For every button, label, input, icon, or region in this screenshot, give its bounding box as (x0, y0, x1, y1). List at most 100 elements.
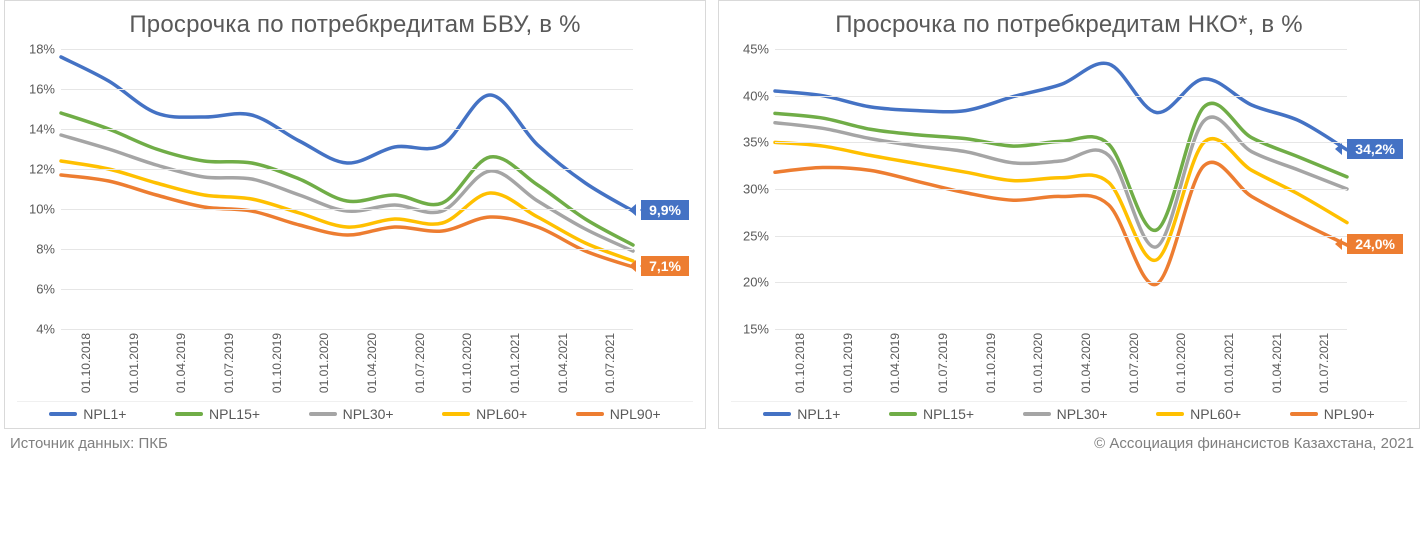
legend-label: NPL60+ (476, 406, 527, 422)
x-tick-label: 01.01.2021 (1222, 333, 1236, 393)
gridline (775, 142, 1347, 143)
callout-NPL1: 34,2% (1347, 139, 1403, 159)
x-tick-label: 01.04.2019 (888, 333, 902, 393)
callout-arrow (629, 204, 636, 216)
gridline (775, 49, 1347, 50)
panel-right: Просрочка по потребкредитам НКО*, в % 15… (718, 0, 1420, 429)
x-tick-label: 01.01.2020 (317, 333, 331, 393)
gridline (61, 129, 633, 130)
legend-label: NPL15+ (209, 406, 260, 422)
x-tick-label: 01.01.2021 (508, 333, 522, 393)
y-tick-label: 8% (36, 242, 55, 257)
gridline (61, 49, 633, 50)
legend-item-NPL90: NPL90+ (576, 406, 661, 422)
y-tick-label: 18% (29, 42, 55, 57)
gridline (61, 89, 633, 90)
x-axis-left: 01.10.201801.01.201901.04.201901.07.2019… (61, 329, 633, 399)
legend-label: NPL15+ (923, 406, 974, 422)
gridline (775, 236, 1347, 237)
y-axis-left: 4%6%8%10%12%14%16%18% (17, 49, 61, 329)
legend-item-NPL15: NPL15+ (175, 406, 260, 422)
x-tick-label: 01.04.2021 (1270, 333, 1284, 393)
x-tick-label: 01.07.2019 (936, 333, 950, 393)
gridline (61, 289, 633, 290)
x-tick-label: 01.10.2020 (1174, 333, 1188, 393)
legend-left: NPL1+ NPL15+ NPL30+ NPL60+ NPL90+ (17, 401, 693, 422)
y-tick-label: 6% (36, 282, 55, 297)
legend-label: NPL90+ (610, 406, 661, 422)
callout-NPL90: 24,0% (1347, 234, 1403, 254)
legend-swatch (49, 412, 77, 416)
series-line-NPL15 (775, 103, 1347, 230)
x-tick-label: 01.04.2020 (365, 333, 379, 393)
legend-right: NPL1+ NPL15+ NPL30+ NPL60+ NPL90+ (731, 401, 1407, 422)
legend-item-NPL30: NPL30+ (1023, 406, 1108, 422)
legend-swatch (1290, 412, 1318, 416)
x-tick-label: 01.10.2020 (460, 333, 474, 393)
x-tick-label: 01.04.2019 (174, 333, 188, 393)
y-tick-label: 25% (743, 228, 769, 243)
lines-svg-left (61, 49, 633, 329)
footer-source: Источник данных: ПКБ (10, 435, 168, 452)
legend-label: NPL30+ (343, 406, 394, 422)
legend-label: NPL1+ (797, 406, 840, 422)
plot-area-left: 9,9%7,1% (61, 49, 633, 329)
legend-item-NPL90: NPL90+ (1290, 406, 1375, 422)
plot-area-right: 34,2%24,0% (775, 49, 1347, 329)
gridline (775, 189, 1347, 190)
legend-swatch (175, 412, 203, 416)
callout-NPL1: 9,9% (641, 200, 689, 220)
footer-copyright: © Ассоциация финансистов Казахстана, 202… (1094, 435, 1414, 452)
legend-swatch (1023, 412, 1051, 416)
y-tick-label: 10% (29, 202, 55, 217)
legend-item-NPL1: NPL1+ (763, 406, 840, 422)
x-tick-label: 01.10.2019 (270, 333, 284, 393)
legend-swatch (442, 412, 470, 416)
legend-swatch (889, 412, 917, 416)
chart-title-right: Просрочка по потребкредитам НКО*, в % (731, 11, 1407, 39)
x-tick-label: 01.07.2020 (1127, 333, 1141, 393)
plot-wrap-right: 15%20%25%30%35%40%45% 34,2%24,0% 01.10.2… (731, 49, 1407, 399)
legend-item-NPL15: NPL15+ (889, 406, 974, 422)
plot-wrap-left: 4%6%8%10%12%14%16%18% 9,9%7,1% 01.10.201… (17, 49, 693, 399)
legend-label: NPL90+ (1324, 406, 1375, 422)
y-tick-label: 35% (743, 135, 769, 150)
footer: Источник данных: ПКБ © Ассоциация финанс… (0, 429, 1424, 454)
gridline (775, 96, 1347, 97)
x-tick-label: 01.07.2020 (413, 333, 427, 393)
x-tick-label: 01.07.2021 (1317, 333, 1331, 393)
series-line-NPL90 (775, 162, 1347, 284)
y-tick-label: 16% (29, 82, 55, 97)
x-tick-label: 01.07.2019 (222, 333, 236, 393)
x-tick-label: 01.04.2020 (1079, 333, 1093, 393)
gridline (775, 282, 1347, 283)
legend-item-NPL60: NPL60+ (442, 406, 527, 422)
x-axis-right: 01.10.201801.01.201901.04.201901.07.2019… (775, 329, 1347, 399)
legend-swatch (763, 412, 791, 416)
gridline (61, 169, 633, 170)
chart-title-left: Просрочка по потребкредитам БВУ, в % (17, 11, 693, 39)
callout-arrow (629, 260, 636, 272)
x-tick-label: 01.10.2019 (984, 333, 998, 393)
x-tick-label: 01.10.2018 (79, 333, 93, 393)
legend-swatch (1156, 412, 1184, 416)
legend-item-NPL30: NPL30+ (309, 406, 394, 422)
y-tick-label: 15% (743, 322, 769, 337)
charts-container: Просрочка по потребкредитам БВУ, в % 4% 6… (0, 0, 1424, 429)
y-tick-label: 45% (743, 42, 769, 57)
y-axis-right: 15%20%25%30%35%40%45% (731, 49, 775, 329)
y-tick-label: 4% (36, 322, 55, 337)
x-tick-label: 01.10.2018 (793, 333, 807, 393)
y-tick-label: 20% (743, 275, 769, 290)
series-line-NPL30 (775, 117, 1347, 247)
legend-label: NPL1+ (83, 406, 126, 422)
legend-label: NPL60+ (1190, 406, 1241, 422)
callout-arrow (1335, 143, 1342, 155)
callout-arrow (1335, 238, 1342, 250)
legend-swatch (309, 412, 337, 416)
x-tick-label: 01.04.2021 (556, 333, 570, 393)
legend-item-NPL1: NPL1+ (49, 406, 126, 422)
gridline (61, 249, 633, 250)
x-tick-label: 01.01.2020 (1031, 333, 1045, 393)
y-tick-label: 12% (29, 162, 55, 177)
